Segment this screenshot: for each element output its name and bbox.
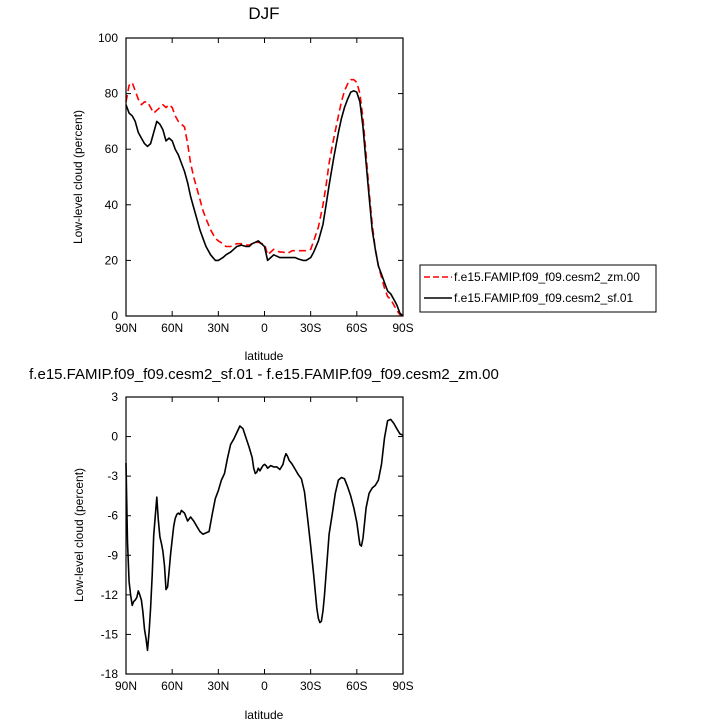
bottom-x-tick-label: 90N [115,679,137,693]
bottom-x-tick-label: 90S [392,679,413,693]
bottom-y-tick-label: -6 [107,509,118,523]
top-x-tick-label: 30S [300,321,321,335]
top-y-tick-label: 40 [105,198,119,212]
legend-box [419,264,657,313]
top-panel: DJF 90N 60N 30N 0 30S 60S 90S 0 20 40 60 80 100 lati… [71,4,657,363]
top-y-axis-label: Low-level cloud (percent) [71,110,85,244]
bottom-y-tick-label: 0 [111,430,118,444]
bottom-x-tick-label: 30N [207,679,229,693]
bottom-x-tick-label: 60N [161,679,183,693]
bottom-x-tick-label: 60S [346,679,367,693]
bottom-y-tick-label: -15 [101,627,119,641]
top-series-group [125,78,404,317]
top-y-tick-label: 80 [105,87,119,101]
bottom-title: f.e15.FAMIP.f09_f09.cesm2_sf.01 - f.e15.… [29,366,499,383]
legend-label-zm: f.e15.FAMIP.f09_f09.cesm2_zm.00 [454,270,640,284]
top-x-tick-label: 90N [115,321,137,335]
top-legend: f.e15.FAMIP.f09_f09.cesm2_zm.00 f.e15.FA… [419,264,657,313]
bottom-plot-frame [125,396,404,675]
bottom-x-tick-label: 0 [261,679,268,693]
top-y-tick-label: 100 [98,31,118,45]
bottom-y-tick-label: -3 [107,469,118,483]
bottom-y-tick-label: -9 [107,548,118,562]
top-y-tick-label: 60 [105,142,119,156]
bottom-panel: f.e15.FAMIP.f09_f09.cesm2_sf.01 - f.e15.… [29,366,499,722]
bottom-axes: 90N 60N 30N 0 30S 60S 90S 3 0 -3 -6 -9 -12 -15 -18 [101,390,414,693]
top-x-tick-label: 60N [161,321,183,335]
bottom-x-tick-label: 30S [300,679,321,693]
top-x-tick-label: 90S [392,321,413,335]
top-y-tick-label: 0 [111,309,118,323]
top-series-line-1 [125,90,404,317]
top-y-tick-label: 20 [105,253,119,267]
top-x-tick-label: 30N [207,321,229,335]
bottom-series-group [125,418,404,652]
top-x-tick-label: 0 [261,321,268,335]
bottom-y-tick-label: -12 [101,588,119,602]
bottom-series-line-0 [125,418,404,652]
bottom-y-tick-label: 3 [111,390,118,404]
top-series-line-0 [125,78,404,317]
legend-label-sf: f.e15.FAMIP.f09_f09.cesm2_sf.01 [454,291,634,305]
top-x-tick-label: 60S [346,321,367,335]
top-axes: 90N 60N 30N 0 30S 60S 90S 0 20 40 60 80 100 [98,31,414,335]
top-title: DJF [248,4,279,23]
top-plot-frame [125,37,404,317]
bottom-y-tick-label: -18 [101,667,119,681]
bottom-x-axis-label: latitude [245,708,284,722]
bottom-y-axis-label: Low-level cloud (percent) [72,468,86,602]
top-x-axis-label: latitude [245,349,284,363]
